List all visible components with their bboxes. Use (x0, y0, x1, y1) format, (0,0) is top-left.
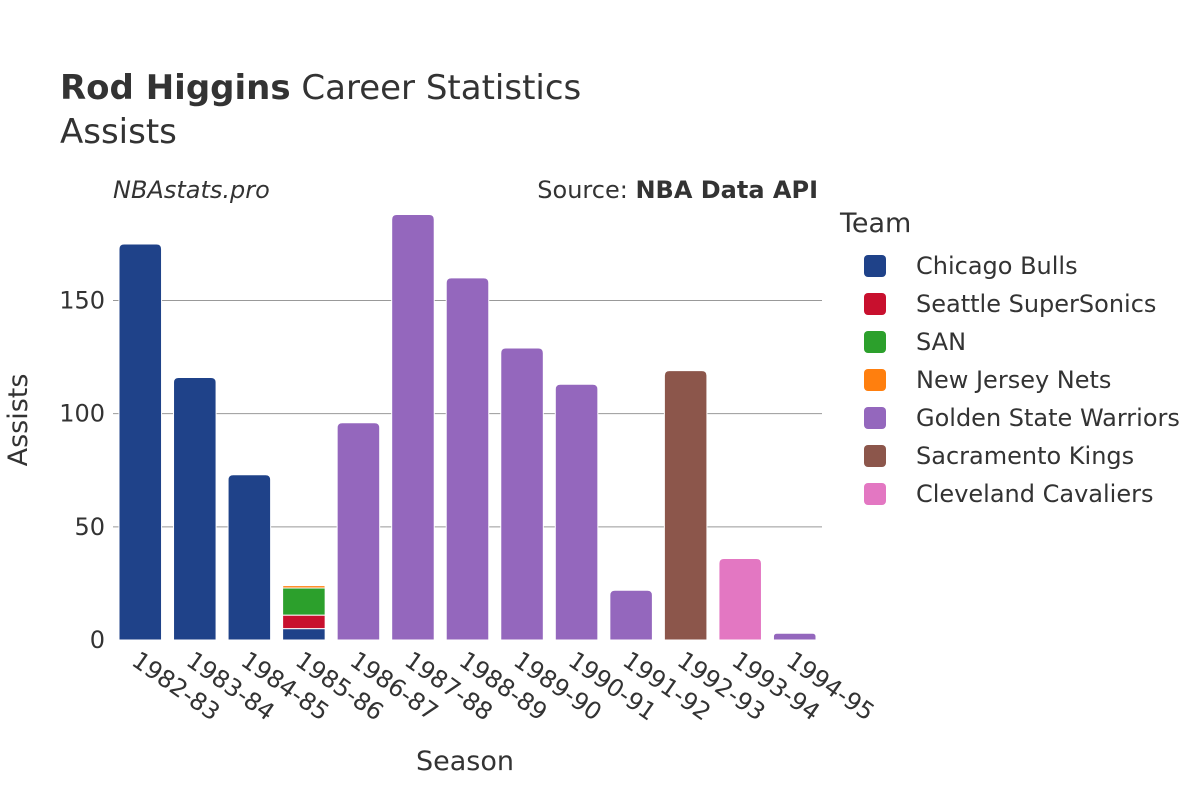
legend-label: Sacramento Kings (916, 442, 1135, 470)
y-tick-label: 0 (90, 626, 105, 654)
chart-subtitle: Assists (60, 112, 177, 152)
bars (118, 214, 817, 641)
bar-segment[interactable] (445, 277, 490, 641)
legend-items: Chicago Bulls Seattle SuperSonics SAN New J… (840, 247, 1180, 513)
legend-swatch (864, 369, 886, 391)
bar-segment[interactable] (609, 589, 653, 641)
bar-segment[interactable] (173, 376, 217, 641)
legend-label: New Jersey Nets (916, 366, 1112, 394)
chart-title: Rod Higgins Career Statistics (60, 66, 581, 110)
x-axis-ticks: 1982-831983-841984-851985-861986-871987-… (127, 646, 880, 726)
y-tick-label: 150 (59, 287, 105, 315)
legend-swatch (864, 407, 886, 429)
title-rest: Career Statistics (290, 68, 582, 108)
bar-segment[interactable] (227, 474, 272, 641)
legend: Team Chicago Bulls Seattle SuperSonics SAN… (840, 208, 1180, 513)
legend-item[interactable]: Seattle SuperSonics (864, 285, 1180, 323)
legend-item[interactable]: SAN (864, 323, 1180, 361)
legend-item[interactable]: Cleveland Cavaliers (864, 475, 1180, 513)
bar-segment[interactable] (391, 214, 435, 641)
bar-segment[interactable] (336, 422, 381, 641)
legend-item[interactable]: Sacramento Kings (864, 437, 1180, 475)
legend-swatch (864, 255, 886, 277)
source-name: NBA Data API (635, 176, 818, 204)
watermark: NBAstats.pro (113, 176, 270, 204)
legend-swatch (864, 293, 886, 315)
bar-segment[interactable] (663, 370, 708, 641)
legend-label: Golden State Warriors (916, 404, 1180, 432)
legend-item[interactable]: Chicago Bulls (864, 247, 1180, 285)
legend-label: Chicago Bulls (916, 252, 1078, 280)
bar-segment[interactable] (500, 347, 544, 641)
legend-title: Team (840, 208, 912, 239)
legend-label: SAN (916, 328, 967, 356)
bar-segment[interactable] (282, 585, 326, 589)
legend-label: Cleveland Cavaliers (916, 480, 1154, 508)
bar-segment[interactable] (772, 632, 817, 641)
source-credit: Source: NBA Data API (537, 176, 818, 204)
source-prefix: Source: (537, 176, 636, 204)
bar-segment[interactable] (282, 628, 326, 641)
legend-label: Seattle SuperSonics (916, 290, 1157, 318)
y-axis-ticks: 0 50 100 150 (59, 287, 105, 654)
x-axis-title: Season (416, 746, 514, 777)
legend-swatch (864, 445, 886, 467)
y-tick-label: 100 (59, 400, 105, 428)
y-tick-label: 50 (74, 513, 105, 541)
legend-item[interactable]: Golden State Warriors (864, 399, 1180, 437)
bar-segment[interactable] (282, 587, 326, 616)
bar-segment[interactable] (118, 243, 163, 641)
bar-segment[interactable] (718, 558, 762, 641)
legend-item[interactable]: New Jersey Nets (864, 361, 1180, 399)
player-name: Rod Higgins (60, 68, 291, 108)
bar-segment[interactable] (282, 614, 326, 630)
y-axis-title: Assists (3, 374, 34, 467)
legend-swatch (864, 331, 886, 353)
bar-segment[interactable] (554, 383, 599, 641)
legend-swatch (864, 483, 886, 505)
